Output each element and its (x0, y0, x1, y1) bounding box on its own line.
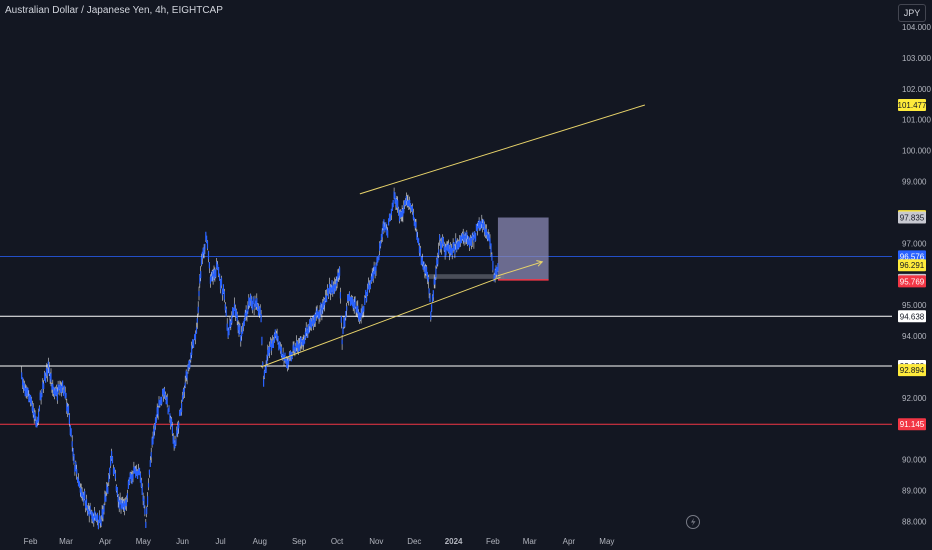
price-label: 96.291 (898, 259, 926, 272)
price-label-text: 92.894 (900, 366, 925, 375)
x-tick-label: Nov (369, 537, 383, 546)
x-tick-label: Mar (59, 537, 73, 546)
y-tick-label: 94.000 (902, 332, 927, 341)
x-tick-label: Dec (407, 537, 421, 546)
price-label: 91.145 (898, 418, 926, 431)
price-label: 101.477 (898, 98, 927, 111)
y-tick-label: 95.000 (902, 301, 927, 310)
price-label-text: 96.291 (900, 261, 925, 270)
x-tick-label: Feb (486, 537, 500, 546)
x-tick-label: Jun (176, 537, 189, 546)
y-tick-label: 100.000 (902, 147, 931, 156)
trendline-lower[interactable] (260, 276, 501, 368)
trendline-upper[interactable] (359, 104, 646, 195)
y-tick-label: 101.000 (902, 116, 931, 125)
time-axis[interactable]: Feb Mar Apr May Jun Jul Aug Sep Oct Nov Dec 2024 Feb… (24, 537, 615, 546)
y-tick-label: 88.000 (902, 517, 927, 526)
lightning-icon[interactable] (686, 515, 700, 529)
price-label-text: 97.835 (900, 213, 925, 222)
x-tick-label: May (136, 537, 151, 546)
price-label: 94.638 (898, 310, 926, 323)
y-tick-label: 90.000 (902, 456, 927, 465)
price-label-text: 95.769 (900, 277, 925, 286)
y-tick-label: 102.000 (902, 85, 931, 94)
x-tick-label: Feb (24, 537, 38, 546)
price-series (21, 187, 499, 530)
x-tick-label: Sep (292, 537, 307, 546)
trendline-projection-arrow[interactable] (497, 261, 543, 277)
price-label: 92.894 (898, 364, 926, 377)
x-tick-label: Mar (523, 537, 537, 546)
horizontal-levels (0, 256, 892, 425)
y-tick-label: 92.000 (902, 394, 927, 403)
drawing-zones (424, 217, 549, 281)
y-tick-label: 104.000 (902, 23, 931, 32)
price-axis[interactable]: 104.000 103.000 102.000 101.000 100.000 99.00… (902, 23, 931, 526)
price-label-text: 96.576 (900, 252, 925, 261)
chart-title: Australian Dollar / Japanese Yen, 4h, EI… (5, 5, 223, 16)
x-tick-label: Apr (563, 537, 576, 546)
y-tick-label: 89.000 (902, 487, 927, 496)
y-tick-label: 99.000 (902, 178, 927, 187)
x-tick-label: Jul (215, 537, 225, 546)
x-tick-label: 2024 (445, 537, 463, 546)
price-label-text: 91.145 (900, 420, 925, 429)
x-tick-label: May (599, 537, 614, 546)
arrow-head (536, 260, 544, 267)
candle-bodies (21, 191, 499, 529)
target-zone[interactable] (497, 217, 549, 280)
currency-button[interactable]: JPY (898, 4, 926, 22)
price-labels: 101.47797.88097.83596.57696.29195.81895.… (898, 98, 927, 431)
price-label-text: 94.638 (900, 312, 925, 321)
price-label-text: 101.477 (898, 101, 927, 110)
small-zone[interactable] (424, 274, 505, 279)
y-tick-label: 97.000 (902, 239, 927, 248)
price-label: 97.835 (898, 211, 926, 224)
x-tick-label: Oct (331, 537, 344, 546)
price-label: 95.769 (898, 275, 926, 288)
y-tick-label: 103.000 (902, 54, 931, 63)
x-tick-label: Aug (253, 537, 267, 546)
x-tick-label: Apr (99, 537, 112, 546)
trendlines (260, 104, 646, 368)
